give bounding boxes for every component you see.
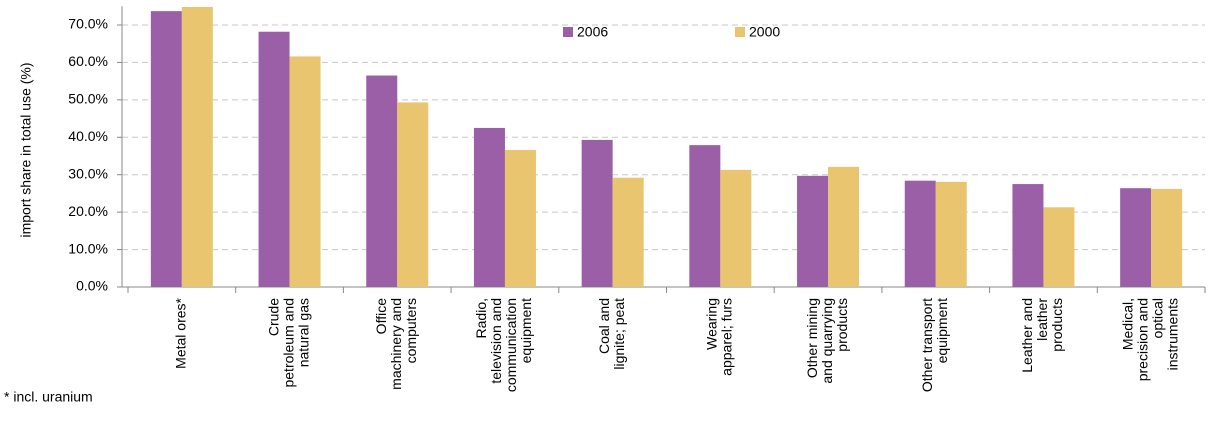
x-tick-label: Leather and <box>1019 298 1035 373</box>
x-tick-label: instruments <box>1164 298 1180 370</box>
bar <box>289 56 321 287</box>
y-tick-label: 70.0% <box>68 16 108 32</box>
x-tick-label: products <box>834 298 850 352</box>
x-tick-label: and quarrying <box>819 298 835 384</box>
bar <box>1120 188 1152 287</box>
bar <box>1012 184 1044 287</box>
bar <box>258 31 290 287</box>
x-tick-label: Crude <box>265 298 281 336</box>
bar <box>1043 207 1075 287</box>
x-tick-label: computers <box>403 298 419 363</box>
x-tick-label: optical <box>1149 298 1165 338</box>
y-tick-label: 30.0% <box>68 165 108 181</box>
y-axis-label: import share in total use (%) <box>18 62 34 237</box>
x-tick-label: precision and <box>1134 298 1150 381</box>
y-tick-label: 60.0% <box>68 53 108 69</box>
x-tick-label: television and <box>488 298 504 384</box>
x-tick-label: Metal ores* <box>173 297 189 368</box>
x-tick-label: natural gas <box>295 298 311 367</box>
x-tick-label: Coal and <box>596 298 612 354</box>
legend-label: 2000 <box>749 24 780 40</box>
bar <box>473 127 505 287</box>
bar <box>689 145 721 287</box>
bar <box>581 139 613 287</box>
bar <box>366 75 398 287</box>
bar <box>612 177 644 287</box>
bar <box>797 175 829 287</box>
x-tick-label: lignite; peat <box>611 298 627 370</box>
x-tick-label: Other mining <box>804 298 820 378</box>
x-tick-label: leather <box>1034 298 1050 341</box>
x-tick-label: machinery and <box>388 298 404 390</box>
bar <box>1151 188 1183 287</box>
x-tick-label: equipment <box>518 298 534 363</box>
x-tick-label: apparel; furs <box>719 298 735 376</box>
bar <box>150 11 182 287</box>
y-tick-label: 50.0% <box>68 91 108 107</box>
bar <box>181 7 213 288</box>
annotation: * incl. uranium <box>4 389 93 405</box>
y-tick-label: 10.0% <box>68 240 108 256</box>
bar <box>828 166 860 287</box>
legend-swatch <box>563 27 573 37</box>
bar <box>935 181 967 287</box>
y-tick-label: 40.0% <box>68 128 108 144</box>
x-tick-label: equipment <box>934 298 950 363</box>
x-tick-label: Office <box>373 298 389 335</box>
bar <box>504 150 536 287</box>
x-tick-label: petroleum and <box>280 298 296 388</box>
x-tick-label: communication <box>503 298 519 392</box>
x-tick-label: products <box>1049 298 1065 352</box>
legend-label: 2006 <box>577 24 608 40</box>
x-tick-label: Radio, <box>473 298 489 338</box>
bar <box>397 102 429 288</box>
bar <box>904 180 936 287</box>
y-tick-label: 0.0% <box>76 278 108 294</box>
bar <box>720 169 752 287</box>
y-tick-label: 20.0% <box>68 203 108 219</box>
x-tick-label: Other transport <box>919 298 935 392</box>
x-tick-label: Medical, <box>1119 298 1135 350</box>
x-tick-label: Wearing <box>704 298 720 350</box>
legend-swatch <box>735 27 745 37</box>
